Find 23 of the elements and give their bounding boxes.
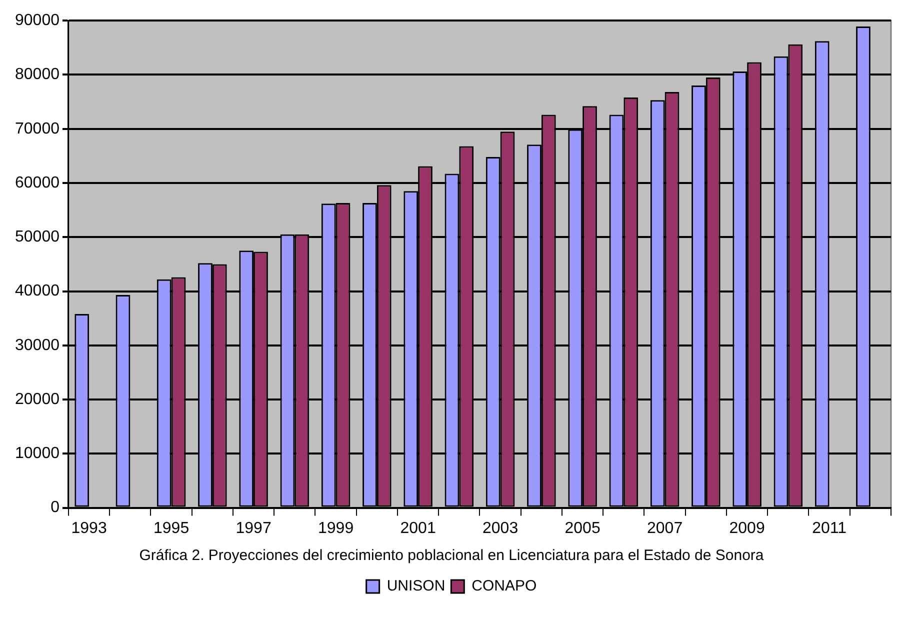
x-tick-label: 2003 [482, 520, 518, 537]
y-tick-label: 0 [50, 499, 60, 516]
y-tick-label: 30000 [14, 336, 60, 354]
y-tick-label: 40000 [14, 282, 60, 300]
y-tick-label: 90000 [14, 12, 60, 30]
x-tick-label: 2009 [729, 520, 765, 537]
x-tick-label: 1995 [154, 520, 190, 537]
y-tick-label: 80000 [14, 66, 60, 84]
legend-label: CONAPO [472, 578, 537, 595]
x-tick-label: 2005 [564, 520, 600, 537]
text: Gráfica 2. Proyecciones del crecimiento poblacional en Licenciatura para el Estado de Sonora [139, 547, 764, 564]
y-tick-label: 20000 [14, 390, 60, 408]
y-tick-label: 60000 [14, 174, 60, 192]
y-tick-label: 50000 [14, 228, 60, 246]
y-tick-label: 10000 [14, 445, 60, 462]
y-tick-label: 70000 [14, 120, 60, 138]
x-tick-label: 1999 [318, 520, 354, 537]
x-tick-label: 2001 [400, 520, 436, 537]
x-tick-label: 1993 [71, 520, 107, 537]
legend-label: UNISON [386, 578, 446, 595]
x-tick-label: 2011 [812, 520, 847, 537]
x-tick-label: 1997 [236, 520, 272, 537]
x-tick-label: 2007 [647, 520, 683, 537]
